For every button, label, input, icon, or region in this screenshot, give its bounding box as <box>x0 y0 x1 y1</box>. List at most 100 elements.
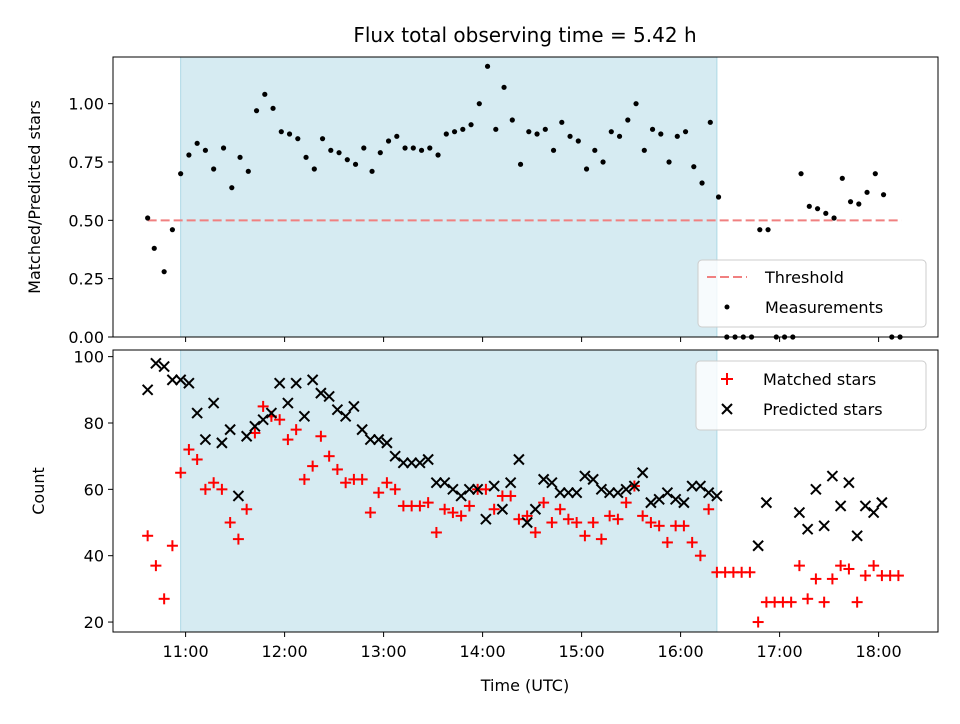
measurement-point <box>460 126 466 132</box>
matched-star-point <box>340 477 352 489</box>
x-stroke <box>455 490 467 502</box>
ratio-y-axis-label: Matched/Predicted stars <box>25 100 44 294</box>
matched-star-point <box>191 453 203 465</box>
measurement-point <box>592 147 598 153</box>
matched-star-point <box>661 536 673 548</box>
observing-span-shading <box>180 350 717 632</box>
predicted-star-point <box>331 404 344 416</box>
matched-star-point <box>430 526 442 538</box>
x-stroke <box>603 486 616 499</box>
measurements-legend-swatch <box>724 304 730 310</box>
measurement-point <box>211 166 217 172</box>
count-panel-frame <box>112 349 939 633</box>
x-stroke <box>389 450 401 462</box>
matched-star-point <box>810 573 822 585</box>
predicted-star-point <box>645 496 657 509</box>
measurement-point <box>526 129 532 135</box>
predicted-star-point <box>595 483 608 496</box>
matched-stars-points <box>142 400 904 628</box>
measurement-point <box>682 129 689 135</box>
measurement-point <box>435 152 441 158</box>
matched-star-point <box>307 460 319 472</box>
measurement-point <box>674 133 680 139</box>
x-stroke <box>331 404 344 416</box>
matched-star-point <box>826 573 838 585</box>
x-stroke <box>174 374 187 386</box>
measurement-point <box>765 227 771 233</box>
predicted-star-point <box>851 530 863 542</box>
measurement-point <box>880 192 887 198</box>
x-stroke <box>752 540 764 552</box>
measurement-point <box>194 140 200 146</box>
x-stroke <box>653 493 665 506</box>
predicted-star-point <box>257 413 269 426</box>
predicted-star-point <box>480 513 492 525</box>
x-stroke <box>818 520 830 532</box>
matched-star-point <box>587 517 599 529</box>
matched-star-point <box>868 560 880 572</box>
matched-star-point <box>257 400 269 412</box>
matched-star-point <box>439 503 451 515</box>
x-stroke <box>216 437 228 449</box>
x-stroke <box>587 473 599 486</box>
measurement-point <box>377 150 383 156</box>
predicted-star-point <box>315 387 327 399</box>
measurement-point <box>814 206 821 212</box>
x-stroke <box>810 483 822 496</box>
predicted-star-point <box>265 407 278 419</box>
x-stroke <box>199 433 212 446</box>
measurement-point <box>262 91 268 97</box>
x-stroke <box>405 457 418 469</box>
x-stroke <box>661 486 674 499</box>
predicted-star-point <box>298 410 311 423</box>
predicted-star-point <box>216 437 228 449</box>
x-stroke <box>488 480 500 492</box>
predicted-star-point <box>282 397 294 409</box>
measurement-point <box>658 131 664 137</box>
matched-star-point <box>208 477 220 489</box>
matched-star-point <box>199 483 211 495</box>
matched-star-point <box>290 424 302 436</box>
matched-star-point <box>447 507 459 519</box>
measurement-point <box>286 131 293 137</box>
x-stroke <box>257 413 269 426</box>
x-tick-label: 17:00 <box>757 642 803 661</box>
ratio-panel-frame <box>112 56 939 338</box>
x-stroke <box>183 377 195 389</box>
x-stroke <box>867 506 880 519</box>
chart-title: Flux total observing time = 5.42 h <box>353 23 696 47</box>
predicted-star-point <box>529 503 542 515</box>
x-stroke <box>447 483 459 496</box>
measurement-point <box>178 171 184 177</box>
predicted-star-point <box>356 423 368 436</box>
x-tick-label: 14:00 <box>460 642 506 661</box>
matched-star-point <box>331 463 343 475</box>
matched-star-point <box>637 510 649 522</box>
x-axis-label: Time (UTC) <box>480 676 569 695</box>
measurement-point <box>600 159 606 165</box>
matched-star-point <box>843 563 855 575</box>
measurement-point <box>575 138 581 144</box>
measurement-point <box>402 145 408 151</box>
predicted-star-point <box>661 486 674 499</box>
x-tick-label: 18:00 <box>856 642 902 661</box>
x-stroke <box>702 486 715 499</box>
matched-star-point <box>620 497 632 509</box>
y-tick-label: 100 <box>73 348 104 367</box>
measurement-point <box>649 126 656 132</box>
matched-legend-label: Matched stars <box>763 370 876 389</box>
measurement-point <box>220 145 227 151</box>
y-tick-label: 1.00 <box>68 95 104 114</box>
predicted-star-point <box>158 360 170 373</box>
matched-star-point <box>546 517 558 529</box>
predicted-star-point <box>793 506 806 519</box>
predicted-star-point <box>339 410 352 423</box>
measurement-point <box>864 189 870 195</box>
x-stroke <box>249 420 261 433</box>
x-stroke <box>166 374 179 386</box>
x-stroke <box>546 476 558 489</box>
predicted-star-point <box>554 486 566 499</box>
predicted-star-point <box>438 476 451 489</box>
predicted-star-point <box>397 457 410 469</box>
predicted-star-point <box>471 483 484 496</box>
